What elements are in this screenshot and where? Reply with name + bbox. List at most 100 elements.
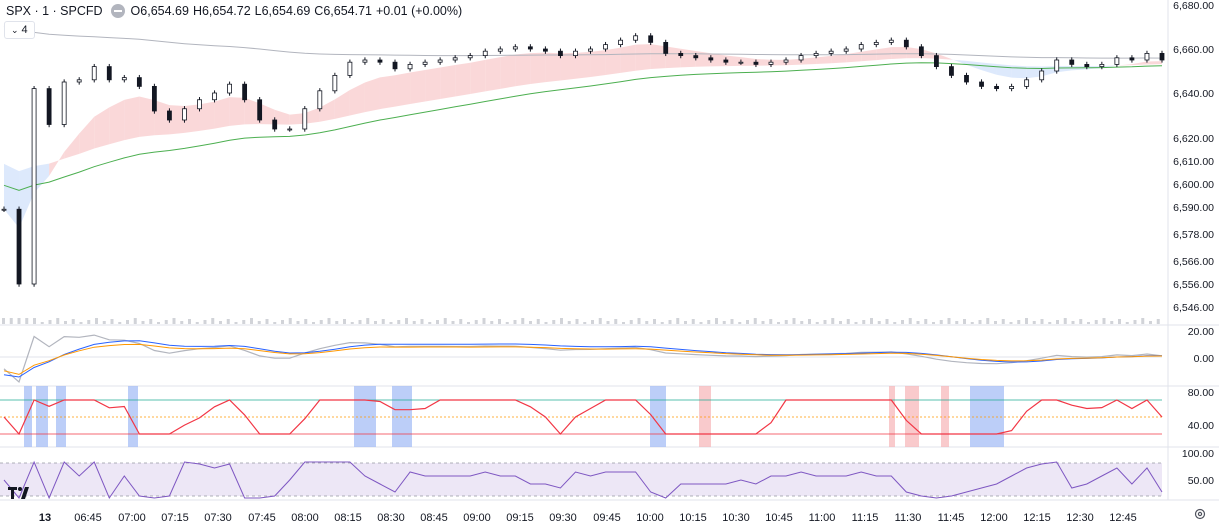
time-tick-label: 11:30	[895, 512, 922, 524]
time-tick-label: 06:45	[74, 512, 102, 524]
market-status-icon[interactable]	[110, 4, 125, 18]
ma-cloud-segment	[665, 46, 681, 69]
macd-pane[interactable]	[0, 334, 1163, 384]
volume-bar	[567, 321, 571, 324]
indicators-toggle-button[interactable]: ⌄ 4	[4, 21, 35, 39]
volume-bar	[963, 319, 966, 324]
ma-cloud-segment	[169, 105, 185, 135]
volume-bar	[877, 321, 881, 324]
time-tick-label: 07:00	[118, 512, 146, 524]
volume-bar	[474, 320, 478, 324]
ma-cloud-segment	[94, 107, 110, 149]
candle-body	[407, 64, 413, 70]
volume-bar	[901, 320, 904, 324]
tradingview-logo-icon[interactable]	[8, 486, 32, 500]
volume-bar	[443, 318, 447, 324]
ma-cloud-segment	[79, 116, 95, 154]
volume-bar	[172, 318, 176, 324]
candle-body	[91, 66, 97, 81]
indicator-tick-label: 0.00	[1194, 353, 1215, 365]
volume-bar	[1149, 321, 1152, 324]
time-tick-label: 12:00	[980, 512, 1008, 524]
volume-bar	[622, 322, 625, 324]
stoch-k-line	[3, 399, 1163, 436]
volume-bar	[544, 322, 548, 324]
candle-body	[167, 110, 172, 121]
time-axis[interactable]: 13 06:45 07:00 07:15 07:30 07:45 08:00 08:15 08:…	[39, 512, 1137, 524]
volume-bar	[1110, 321, 1114, 324]
time-tick-label: 11:15	[852, 512, 879, 524]
ma-cloud-segment	[936, 53, 952, 60]
volume-bar	[420, 319, 424, 324]
price-axis[interactable]: 6,680.00 6,660.00 6,640.00 6,620.00 6,610.00…	[1173, 0, 1214, 487]
candle-body	[482, 50, 488, 57]
time-tick-label: 08:15	[334, 512, 362, 524]
volume-bar	[366, 318, 370, 324]
ma-cloud-segment	[515, 53, 531, 87]
volume-bar	[164, 320, 168, 324]
volume-bar	[676, 318, 680, 324]
volume-bar	[893, 322, 897, 324]
ma-cloud-segment	[996, 64, 1012, 78]
volume-bar	[970, 322, 974, 324]
volume-bar	[908, 318, 912, 324]
ma-cloud-segment	[831, 54, 847, 64]
candle-body	[663, 42, 669, 54]
ma-cloud-segment	[410, 69, 426, 105]
signal-highlight	[970, 386, 1004, 447]
volume-bar	[691, 319, 695, 324]
stochastic-pane[interactable]	[0, 386, 1163, 447]
ma-cloud-segment	[109, 99, 125, 145]
volume-bar	[1056, 320, 1059, 324]
candle-body	[437, 59, 443, 63]
volume-bar	[505, 322, 509, 324]
volume-bar	[761, 321, 765, 324]
candle-body	[828, 50, 834, 54]
candle-body	[934, 55, 939, 67]
volume-bar	[1001, 319, 1005, 324]
ma-cloud-segment	[560, 52, 576, 81]
volume-bar	[583, 322, 587, 324]
volume-bar	[48, 320, 52, 324]
rsi-pane[interactable]	[0, 460, 1163, 500]
candle-body	[61, 81, 67, 125]
candle-body	[588, 48, 593, 52]
candle-body	[903, 39, 909, 48]
ma-cloud-segment	[710, 53, 726, 67]
candle-body	[753, 61, 759, 65]
volume-bar	[71, 319, 75, 324]
candle-body	[843, 48, 849, 52]
volume-bar	[955, 321, 959, 324]
symbol-title[interactable]: SPX · 1 · SPCFD	[6, 4, 103, 18]
time-tick-label: 10:15	[679, 512, 707, 524]
candle-body	[1099, 64, 1105, 68]
candle-body	[452, 57, 458, 61]
ma-cloud-segment	[981, 62, 997, 75]
volume-bar	[575, 319, 579, 324]
volume-bar	[707, 320, 711, 324]
volume-bar	[815, 322, 819, 324]
volume-bar	[606, 321, 610, 324]
volume-bar	[273, 322, 277, 324]
volume-bar	[645, 321, 649, 324]
price-pane[interactable]	[1, 25, 1165, 287]
change-value: +0.01 (+0.00%)	[375, 4, 463, 18]
candle-body	[422, 61, 428, 65]
volume-bar	[157, 322, 160, 324]
time-tick-label: 09:45	[593, 512, 621, 524]
symbol-legend[interactable]: SPX · 1 · SPCFD O 6,654.69 H 6,654.72 L 6,6…	[6, 2, 462, 20]
gear-icon[interactable]	[1194, 508, 1206, 520]
candle-body	[347, 61, 353, 76]
ma-cloud-segment	[304, 107, 320, 124]
volume-bar	[552, 320, 556, 324]
ma-cloud-segment	[349, 82, 365, 116]
volume-bar	[885, 319, 889, 324]
volume-bar	[684, 321, 687, 324]
price-tick-label: 6,556.00	[1173, 279, 1214, 291]
volume-bar	[862, 320, 866, 324]
time-tick-label: 10:30	[722, 512, 750, 524]
candle-body	[16, 208, 22, 285]
time-tick-label: 10:00	[636, 512, 664, 524]
volume-bar	[529, 321, 532, 324]
